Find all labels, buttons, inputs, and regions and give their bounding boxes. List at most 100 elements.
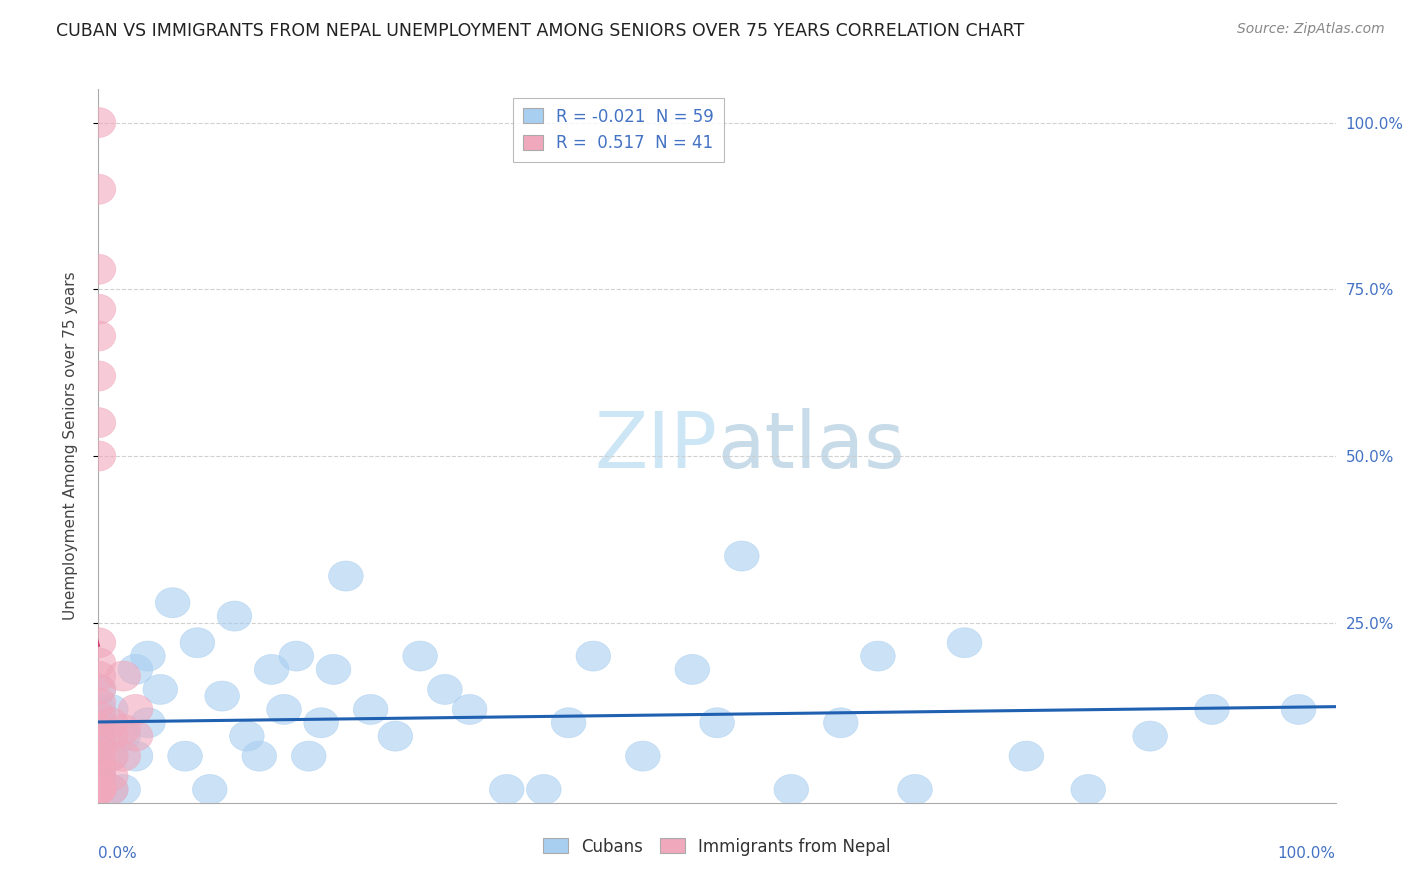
- Ellipse shape: [353, 695, 388, 724]
- Ellipse shape: [82, 294, 115, 325]
- Ellipse shape: [82, 747, 115, 778]
- Ellipse shape: [93, 761, 128, 791]
- Text: 0.0%: 0.0%: [98, 846, 138, 861]
- Ellipse shape: [105, 774, 141, 805]
- Ellipse shape: [82, 755, 115, 784]
- Ellipse shape: [242, 741, 277, 771]
- Ellipse shape: [105, 741, 141, 771]
- Y-axis label: Unemployment Among Seniors over 75 years: Unemployment Among Seniors over 75 years: [63, 272, 77, 620]
- Ellipse shape: [82, 774, 115, 805]
- Ellipse shape: [82, 774, 115, 805]
- Ellipse shape: [82, 728, 115, 758]
- Ellipse shape: [118, 741, 153, 771]
- Text: Source: ZipAtlas.com: Source: ZipAtlas.com: [1237, 22, 1385, 37]
- Ellipse shape: [131, 641, 166, 671]
- Ellipse shape: [82, 721, 115, 751]
- Ellipse shape: [82, 774, 115, 805]
- Ellipse shape: [82, 768, 115, 797]
- Ellipse shape: [82, 361, 115, 391]
- Ellipse shape: [82, 174, 115, 204]
- Ellipse shape: [860, 641, 896, 671]
- Ellipse shape: [526, 774, 561, 805]
- Ellipse shape: [82, 774, 115, 805]
- Ellipse shape: [824, 707, 858, 738]
- Ellipse shape: [82, 728, 115, 758]
- Ellipse shape: [217, 601, 252, 631]
- Ellipse shape: [105, 661, 141, 691]
- Ellipse shape: [291, 741, 326, 771]
- Ellipse shape: [82, 761, 115, 791]
- Ellipse shape: [82, 321, 115, 351]
- Ellipse shape: [82, 108, 115, 137]
- Ellipse shape: [82, 695, 115, 724]
- Ellipse shape: [155, 588, 190, 618]
- Text: atlas: atlas: [717, 408, 904, 484]
- Ellipse shape: [131, 707, 166, 738]
- Ellipse shape: [304, 707, 339, 738]
- Ellipse shape: [82, 441, 115, 471]
- Ellipse shape: [626, 741, 661, 771]
- Ellipse shape: [105, 721, 141, 751]
- Ellipse shape: [229, 721, 264, 751]
- Ellipse shape: [82, 774, 115, 805]
- Ellipse shape: [82, 701, 115, 731]
- Ellipse shape: [1195, 695, 1229, 724]
- Ellipse shape: [82, 741, 115, 771]
- Ellipse shape: [82, 761, 115, 791]
- Ellipse shape: [700, 707, 734, 738]
- Ellipse shape: [118, 655, 153, 684]
- Ellipse shape: [82, 628, 115, 657]
- Ellipse shape: [82, 774, 115, 805]
- Ellipse shape: [82, 674, 115, 705]
- Ellipse shape: [82, 254, 115, 285]
- Ellipse shape: [118, 695, 153, 724]
- Ellipse shape: [93, 741, 128, 771]
- Ellipse shape: [93, 707, 128, 738]
- Ellipse shape: [551, 707, 586, 738]
- Ellipse shape: [82, 648, 115, 678]
- Ellipse shape: [105, 714, 141, 745]
- Ellipse shape: [82, 707, 115, 738]
- Ellipse shape: [82, 774, 115, 805]
- Ellipse shape: [316, 655, 352, 684]
- Ellipse shape: [1010, 741, 1043, 771]
- Ellipse shape: [427, 674, 463, 705]
- Ellipse shape: [724, 541, 759, 571]
- Ellipse shape: [82, 661, 115, 691]
- Ellipse shape: [118, 721, 153, 751]
- Ellipse shape: [93, 695, 128, 724]
- Ellipse shape: [402, 641, 437, 671]
- Ellipse shape: [93, 721, 128, 751]
- Ellipse shape: [897, 774, 932, 805]
- Text: CUBAN VS IMMIGRANTS FROM NEPAL UNEMPLOYMENT AMONG SENIORS OVER 75 YEARS CORRELAT: CUBAN VS IMMIGRANTS FROM NEPAL UNEMPLOYM…: [56, 22, 1025, 40]
- Ellipse shape: [180, 628, 215, 657]
- Ellipse shape: [82, 674, 115, 705]
- Ellipse shape: [267, 695, 301, 724]
- Ellipse shape: [93, 741, 128, 771]
- Ellipse shape: [82, 774, 115, 805]
- Legend: Cubans, Immigrants from Nepal: Cubans, Immigrants from Nepal: [537, 831, 897, 863]
- Ellipse shape: [82, 774, 115, 805]
- Ellipse shape: [82, 774, 115, 805]
- Ellipse shape: [278, 641, 314, 671]
- Ellipse shape: [675, 655, 710, 684]
- Ellipse shape: [489, 774, 524, 805]
- Ellipse shape: [193, 774, 228, 805]
- Text: 100.0%: 100.0%: [1278, 846, 1336, 861]
- Ellipse shape: [378, 721, 413, 751]
- Ellipse shape: [82, 741, 115, 771]
- Ellipse shape: [329, 561, 363, 591]
- Ellipse shape: [82, 774, 115, 805]
- Ellipse shape: [254, 655, 290, 684]
- Ellipse shape: [1071, 774, 1105, 805]
- Ellipse shape: [576, 641, 610, 671]
- Ellipse shape: [948, 628, 981, 657]
- Ellipse shape: [93, 774, 128, 805]
- Ellipse shape: [82, 688, 115, 718]
- Ellipse shape: [1281, 695, 1316, 724]
- Text: ZIP: ZIP: [595, 408, 717, 484]
- Ellipse shape: [205, 681, 239, 711]
- Ellipse shape: [82, 714, 115, 745]
- Ellipse shape: [82, 768, 115, 797]
- Ellipse shape: [82, 774, 115, 805]
